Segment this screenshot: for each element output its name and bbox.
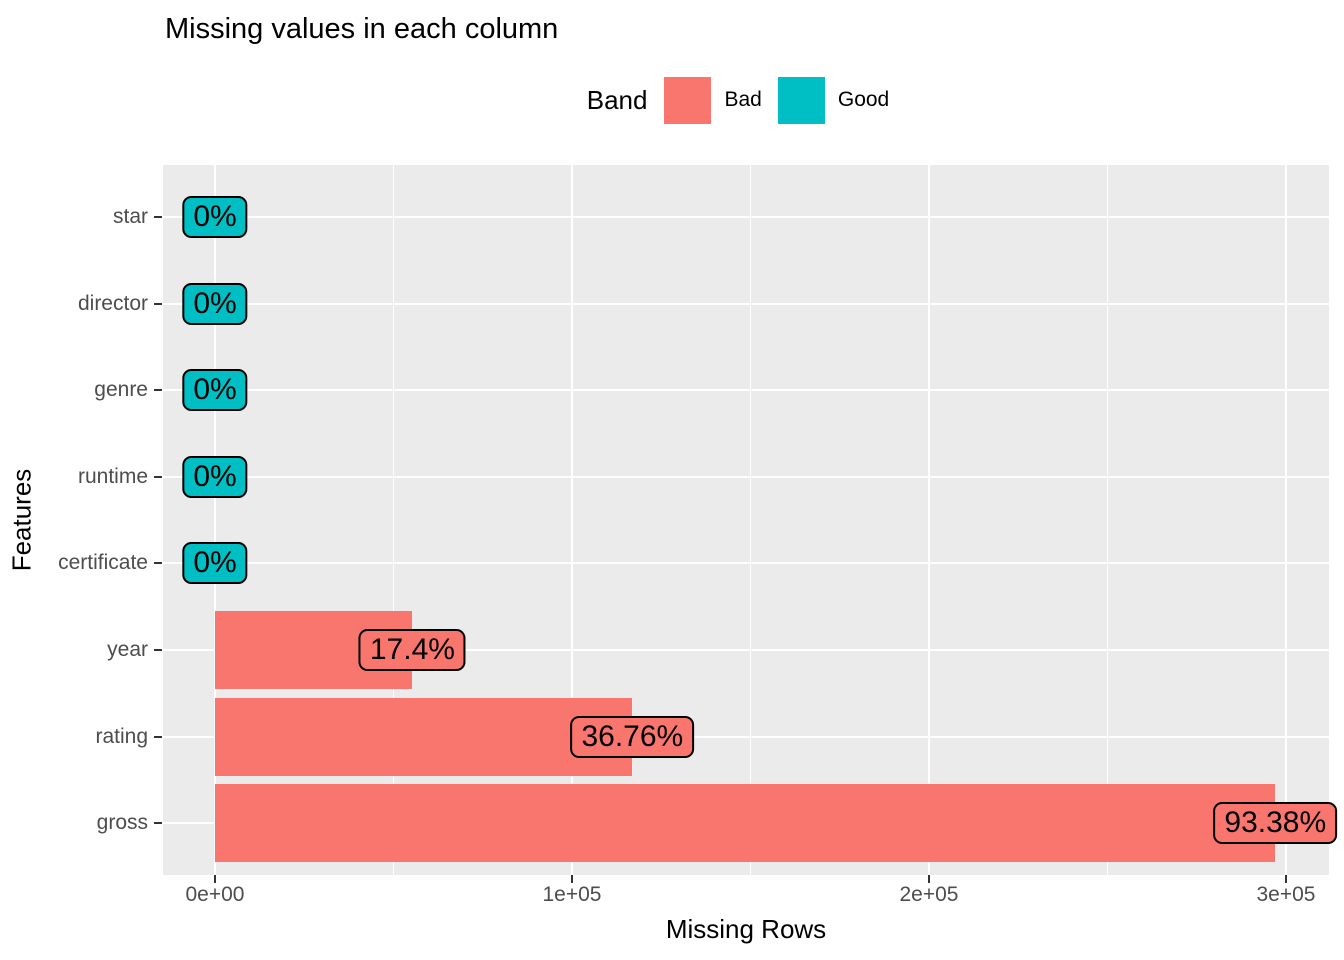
x-tick-mark <box>1285 875 1287 883</box>
x-axis-tick-label: 2e+05 <box>899 883 959 906</box>
y-tick-mark <box>154 735 162 738</box>
y-axis-tick-label: rating <box>95 724 148 748</box>
chart-title: Missing values in each column <box>165 13 559 45</box>
bar-label-runtime: 0% <box>182 455 248 498</box>
bar-label-genre: 0% <box>182 369 248 412</box>
y-axis-tick-label: gross <box>96 811 148 835</box>
bar-label-rating: 36.76% <box>570 715 695 758</box>
y-tick-mark <box>154 822 162 825</box>
legend: Band Bad Good <box>163 75 1329 125</box>
y-axis-tick-label: year <box>107 637 148 661</box>
y-axis-tick-label: certificate <box>58 551 148 575</box>
bar-label-year: 17.4% <box>358 628 466 671</box>
major-gridline-x <box>928 165 930 875</box>
plot-panel: 0% 0% 0% 0% 0% 17.4% 36.76% 93.38% <box>163 165 1338 875</box>
y-tick-mark <box>154 475 162 478</box>
minor-gridline <box>750 165 751 875</box>
legend-key-good-swatch <box>777 76 825 124</box>
y-axis-tick-label: runtime <box>77 464 148 488</box>
major-gridline-y <box>163 302 1329 305</box>
major-gridline-y <box>163 389 1329 392</box>
legend-key-bad-swatch <box>664 76 712 124</box>
y-axis-tick-label: star <box>112 204 148 228</box>
x-tick-mark <box>928 875 930 883</box>
bar-label-certificate: 0% <box>182 542 248 585</box>
x-axis-tick-label: 0e+00 <box>185 883 245 906</box>
x-axis-tick-label: 1e+05 <box>542 883 602 906</box>
x-axis-tick-label: 3e+05 <box>1256 883 1316 906</box>
x-axis-title: Missing Rows <box>665 914 827 944</box>
major-gridline-x <box>214 165 216 875</box>
x-tick-mark <box>214 875 216 883</box>
major-gridline-x <box>571 165 573 875</box>
bar-gross <box>215 784 1276 863</box>
major-gridline-x <box>1285 165 1287 875</box>
y-tick-mark <box>154 215 162 218</box>
major-gridline-y <box>163 562 1329 565</box>
bar-label-director: 0% <box>182 282 248 325</box>
x-tick-mark <box>571 875 573 883</box>
bar-rating <box>215 697 633 776</box>
y-tick-mark <box>154 648 162 651</box>
legend-title: Band <box>586 84 648 115</box>
legend-item: Bad <box>664 76 777 124</box>
bar-label-gross: 93.38% <box>1213 802 1338 845</box>
bar-label-star: 0% <box>182 195 248 238</box>
y-tick-mark <box>154 562 162 565</box>
y-axis-tick-label: director <box>77 291 148 315</box>
minor-gridline <box>393 165 394 875</box>
major-gridline-y <box>163 475 1329 478</box>
y-axis-tick-label: genre <box>94 378 148 402</box>
minor-gridline <box>1107 165 1108 875</box>
legend-item-label: Good <box>837 88 890 111</box>
major-gridline-y <box>163 735 1329 738</box>
major-gridline-y <box>163 215 1329 218</box>
major-gridline-y <box>163 648 1329 651</box>
legend-item-label: Bad <box>724 88 762 111</box>
y-tick-mark <box>154 302 162 305</box>
legend-item: Good <box>777 76 905 124</box>
y-tick-mark <box>154 389 162 392</box>
